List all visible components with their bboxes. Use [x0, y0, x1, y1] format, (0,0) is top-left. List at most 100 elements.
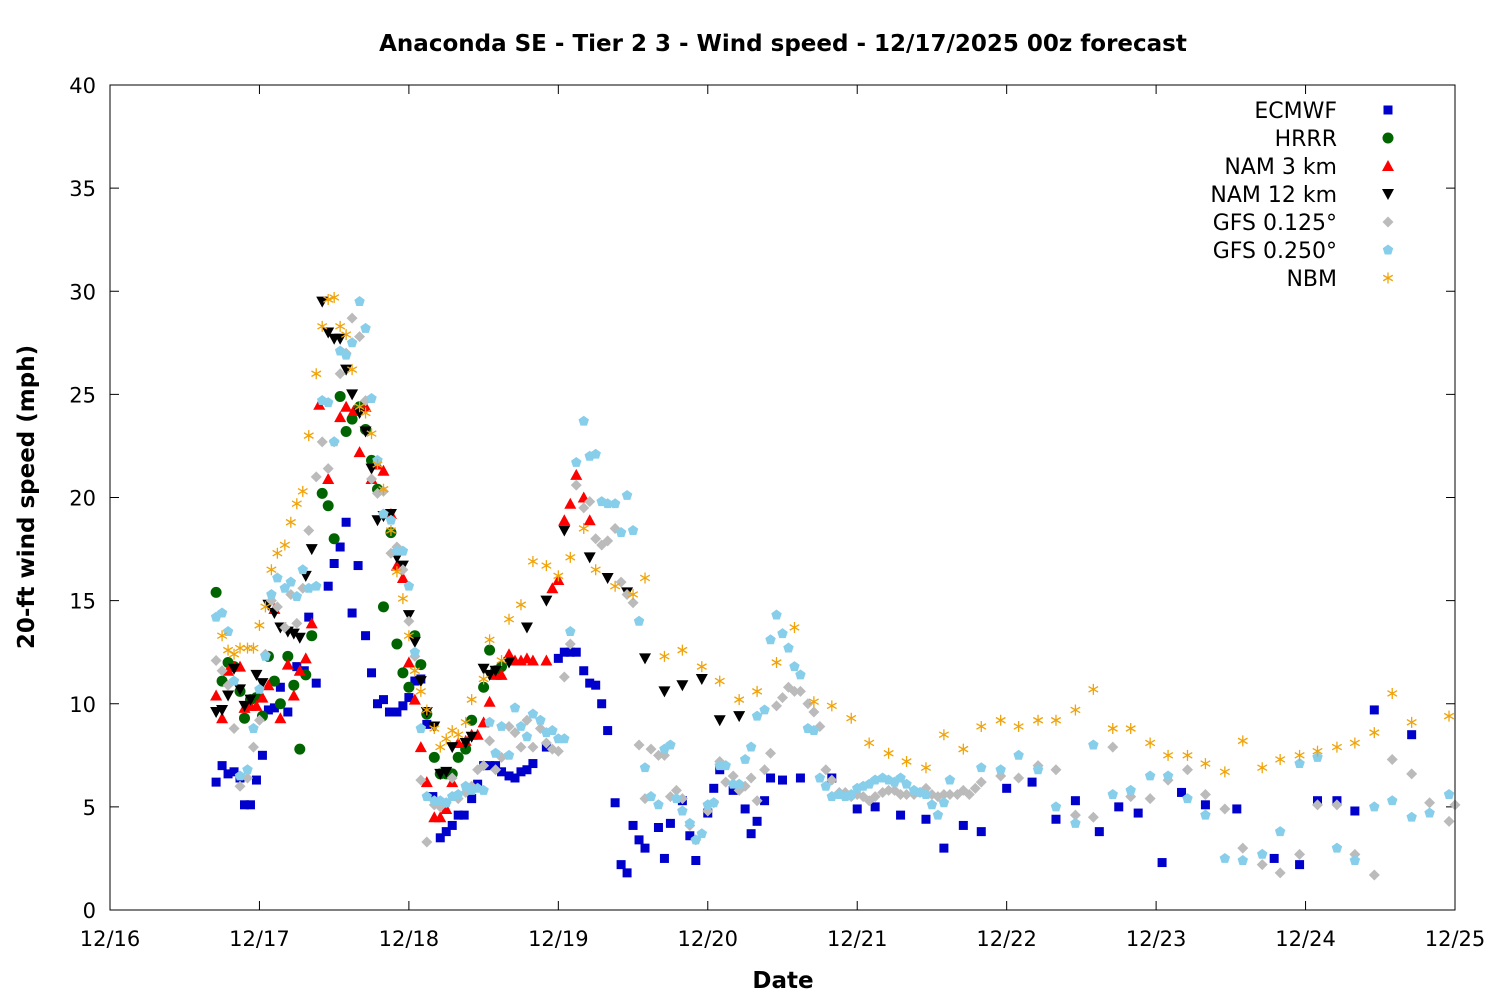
data-point [403, 630, 414, 642]
data-point [759, 764, 771, 776]
data-point [366, 473, 378, 485]
data-point [216, 665, 228, 677]
data-point [495, 668, 508, 680]
y-tick-label: 35 [69, 177, 96, 201]
data-point [584, 496, 596, 508]
data-point [316, 487, 328, 499]
data-point [627, 597, 639, 609]
legend-marker [1382, 189, 1394, 200]
data-point [484, 644, 496, 656]
data-point [794, 685, 806, 697]
data-point [1274, 867, 1286, 879]
data-point [272, 572, 283, 583]
data-point [262, 679, 275, 691]
data-point [311, 368, 322, 380]
data-point [1013, 749, 1024, 760]
data-point [238, 700, 251, 712]
data-point [347, 608, 357, 618]
data-point [995, 764, 1006, 775]
data-point [483, 669, 496, 681]
data-point [334, 411, 347, 423]
data-point [565, 626, 576, 637]
data-point [527, 708, 539, 719]
data-point [808, 696, 819, 708]
data-point [1200, 809, 1211, 820]
data-point [1107, 789, 1118, 799]
data-point [521, 731, 533, 742]
y-tick-label: 0 [83, 899, 96, 923]
data-point [340, 349, 352, 360]
data-point [516, 767, 526, 777]
data-point [677, 805, 688, 816]
data-point [578, 522, 589, 534]
data-point [920, 789, 932, 799]
data-point [1087, 811, 1099, 823]
data-point [216, 704, 229, 716]
data-point [1051, 814, 1061, 824]
data-point [1387, 795, 1398, 806]
data-point [1386, 753, 1398, 765]
data-point [398, 701, 408, 711]
data-point [958, 820, 968, 830]
data-point [340, 426, 352, 437]
data-point [281, 658, 294, 670]
legend-label: NAM 3 km [1224, 155, 1337, 180]
data-point [311, 580, 322, 591]
data-point [1199, 789, 1211, 800]
data-point [808, 706, 820, 718]
data-point [360, 322, 371, 333]
legend-label: HRRR [1275, 127, 1337, 152]
data-point [1050, 714, 1062, 726]
data-point [497, 767, 507, 777]
data-point [409, 665, 420, 677]
data-point [558, 514, 571, 526]
data-point [287, 628, 300, 640]
data-point [522, 765, 532, 775]
legend-marker [1382, 160, 1394, 171]
data-point [266, 588, 277, 599]
data-point [440, 766, 453, 778]
data-point [870, 802, 880, 812]
data-point [653, 823, 663, 832]
data-point [565, 551, 576, 563]
data-point [558, 671, 570, 683]
data-point [1177, 787, 1187, 797]
data-point [452, 751, 464, 763]
data-point [1294, 848, 1306, 860]
data-point [216, 607, 228, 618]
data-point [239, 712, 250, 724]
axis-ticks: 12/16 12/17 12/18 12/19 12/20 12/21 12/22 12/23… [69, 74, 1485, 951]
data-point [248, 642, 259, 654]
data-point [490, 747, 501, 758]
data-point [271, 601, 283, 613]
data-point [1133, 808, 1143, 818]
data-point [1406, 811, 1417, 822]
data-point [746, 829, 756, 839]
data-point [1295, 860, 1305, 870]
data-point [269, 703, 279, 713]
data-point [503, 720, 515, 732]
data-point [293, 632, 306, 644]
data-point [634, 835, 644, 845]
data-point [1162, 770, 1174, 781]
data-point [869, 791, 881, 803]
data-point [292, 662, 302, 672]
data-point [346, 389, 359, 401]
data-point [347, 364, 358, 376]
data-point [1350, 806, 1360, 816]
data-point [520, 622, 533, 634]
data-point [1369, 705, 1379, 715]
data-point [720, 776, 732, 788]
data-point [696, 661, 707, 673]
data-point [329, 559, 339, 568]
data-point [1070, 817, 1081, 828]
data-point [653, 799, 664, 810]
data-point [895, 789, 907, 800]
y-tick-label: 40 [69, 74, 96, 98]
data-point [404, 693, 414, 703]
data-point [1114, 802, 1124, 812]
data-point [765, 634, 776, 645]
data-point [579, 666, 589, 676]
data-point [222, 644, 234, 656]
data-point [733, 711, 746, 723]
